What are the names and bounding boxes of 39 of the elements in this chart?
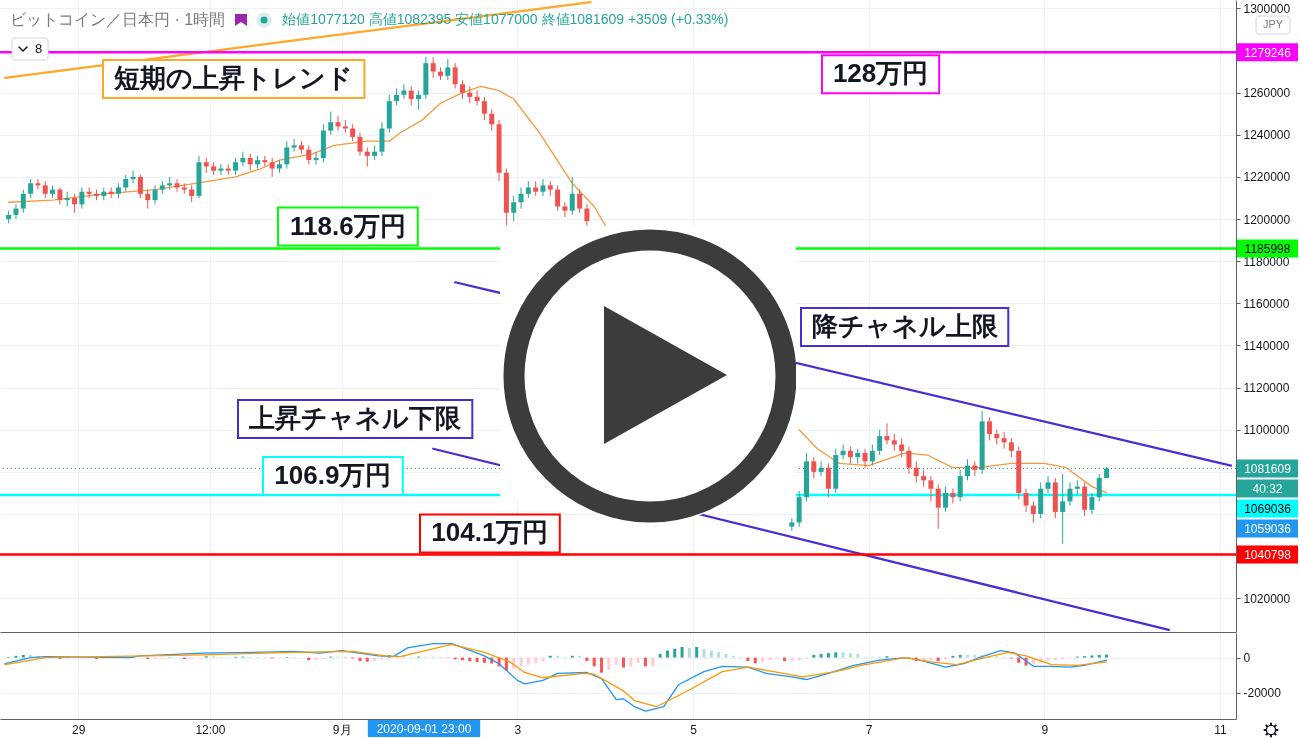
annotation: 104.1万円 [431, 517, 549, 548]
x-tick-label: 12:00 [195, 722, 226, 737]
y-tick-label: 1020000 [1243, 591, 1291, 606]
ref-line-label: 1081609 [1244, 462, 1292, 476]
annotation: 8 [35, 41, 43, 56]
x-tick-label: 11 [1214, 722, 1228, 737]
text: 1059036 [1244, 522, 1292, 536]
y-tick-label: 1240000 [1243, 128, 1291, 143]
ref-line-label: 1279246 [1244, 45, 1292, 60]
annotation: 降チャネル上限 [811, 311, 999, 341]
y-tick-label: 1220000 [1243, 170, 1291, 185]
x-tick-label: 29 [72, 722, 86, 737]
ref-line-label: 1069036 [1244, 502, 1292, 516]
y-tick-label: 1260000 [1243, 86, 1291, 101]
y-tick-label: 0 [1243, 651, 1251, 666]
text: 40:32 [1252, 482, 1283, 496]
annotation: 106.9万円 [274, 459, 392, 490]
y-tick-label: 1140000 [1243, 338, 1290, 353]
y-tick-label: -20000 [1243, 686, 1282, 701]
text: 2020-09-01 23:00 [376, 722, 472, 736]
y-tick-label: 1160000 [1243, 296, 1290, 311]
ref-line-label: 1185998 [1244, 242, 1291, 257]
x-tick-label: 5 [690, 722, 698, 737]
y-axis-title: JPY [1262, 18, 1284, 30]
y-tick-label: 1100000 [1243, 423, 1290, 438]
annotation: 短期の上昇トレンド [113, 63, 354, 93]
y-tick-label: 1120000 [1243, 381, 1290, 396]
y-tick-label: 1200000 [1243, 212, 1291, 227]
x-tick-label: 9 [1041, 722, 1049, 737]
annotation: 128万円 [832, 58, 929, 89]
x-tick-label: 9月 [332, 722, 352, 737]
y-tick-label: 1300000 [1243, 1, 1291, 16]
y-tick-label: 1180000 [1243, 254, 1290, 269]
annotation: 上昇チャネル下限 [248, 403, 463, 433]
x-tick-label: 3 [514, 722, 522, 737]
text: ビットコイン／日本円 · 1時間 [10, 11, 226, 28]
ref-line-label: 1040798 [1244, 547, 1292, 562]
annotation: 118.6万円 [290, 210, 406, 241]
x-tick-label: 7 [865, 722, 873, 737]
